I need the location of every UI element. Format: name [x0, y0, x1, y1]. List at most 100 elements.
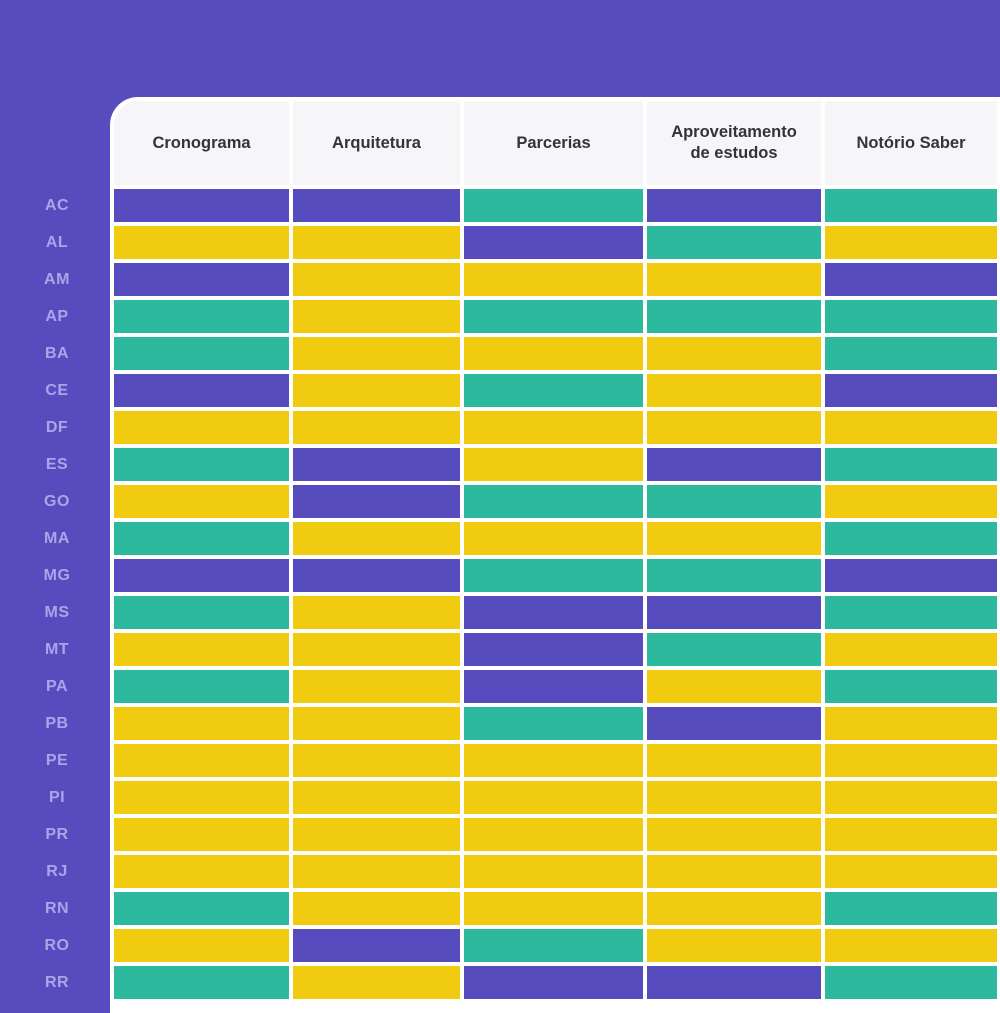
heatmap-cell-ro-3	[464, 929, 643, 962]
heatmap-cell-pr-2	[293, 818, 460, 851]
heatmap-cell-pa-4	[647, 670, 821, 703]
heatmap-cell-ac-1	[114, 189, 289, 222]
heatmap-cell-pa-3	[464, 670, 643, 703]
heatmap-cell-ms-3	[464, 596, 643, 629]
column-header-aproveitamento-de-estudos: Aproveitamento de estudos	[647, 101, 821, 185]
row-label-go: GO	[44, 493, 70, 510]
row-label-df: DF	[45, 419, 69, 436]
heatmap-cell-mt-3	[464, 633, 643, 666]
heatmap-cell-go-4	[647, 485, 821, 518]
heatmap-cell-df-3	[464, 411, 643, 444]
heatmap-cell-pi-5	[825, 781, 997, 814]
heatmap-cell-ba-2	[293, 337, 460, 370]
row-label-pb: PB	[45, 715, 69, 732]
heatmap-cell-ma-2	[293, 522, 460, 555]
heatmap-cell-ce-4	[647, 374, 821, 407]
heatmap-cell-am-4	[647, 263, 821, 296]
heatmap-cell-ba-1	[114, 337, 289, 370]
heatmap-cell-ba-5	[825, 337, 997, 370]
heatmap-cell-pa-5	[825, 670, 997, 703]
row-label-rr: RR	[44, 974, 70, 991]
heatmap-cell-mg-5	[825, 559, 997, 592]
heatmap-cell-am-3	[464, 263, 643, 296]
column-header-parcerias: Parcerias	[464, 101, 643, 185]
row-label-pr: PR	[45, 826, 69, 843]
heatmap-cell-pi-1	[114, 781, 289, 814]
heatmap-cell-rr-2	[293, 966, 460, 999]
heatmap-cell-al-5	[825, 226, 997, 259]
heatmap-cell-df-2	[293, 411, 460, 444]
heatmap-cell-ce-2	[293, 374, 460, 407]
row-label-rn: RN	[44, 900, 70, 917]
column-header-not-rio-saber: Notório Saber	[825, 101, 997, 185]
heatmap-cell-ac-2	[293, 189, 460, 222]
heatmap-cell-pb-2	[293, 707, 460, 740]
heatmap-cell-rn-2	[293, 892, 460, 925]
heatmap-cell-go-3	[464, 485, 643, 518]
heatmap-cell-es-4	[647, 448, 821, 481]
heatmap-cell-ma-1	[114, 522, 289, 555]
heatmap-cell-rj-4	[647, 855, 821, 888]
heatmap-cell-pr-4	[647, 818, 821, 851]
heatmap-cell-es-5	[825, 448, 997, 481]
heatmap-cell-mg-2	[293, 559, 460, 592]
heatmap-cell-pi-2	[293, 781, 460, 814]
heatmap-cell-rr-3	[464, 966, 643, 999]
heatmap-cell-rj-5	[825, 855, 997, 888]
heatmap-cell-go-5	[825, 485, 997, 518]
heatmap-cell-pb-5	[825, 707, 997, 740]
heatmap-cell-mg-4	[647, 559, 821, 592]
heatmap-cell-go-2	[293, 485, 460, 518]
heatmap-cell-ap-5	[825, 300, 997, 333]
heatmap-cell-ap-1	[114, 300, 289, 333]
heatmap-cell-pa-1	[114, 670, 289, 703]
heatmap-cell-pe-2	[293, 744, 460, 777]
heatmap-cell-ap-3	[464, 300, 643, 333]
heatmap-cell-al-2	[293, 226, 460, 259]
row-label-rj: RJ	[46, 863, 68, 880]
row-labels: AC AL AM AP BA CE DF ES GO MA MG MS MT PA PB PE PI PR RJ RN…	[0, 189, 114, 999]
column-header-arquitetura: Arquitetura	[293, 101, 460, 185]
heatmap-cell-mt-1	[114, 633, 289, 666]
heatmap-cell-al-4	[647, 226, 821, 259]
row-label-pa: PA	[45, 678, 69, 695]
heatmap-cell-ro-4	[647, 929, 821, 962]
row-label-ap: AP	[45, 308, 69, 325]
heatmap-cell-mt-5	[825, 633, 997, 666]
heatmap-cell-al-1	[114, 226, 289, 259]
row-label-al: AL	[45, 234, 69, 251]
heatmap-cell-ma-5	[825, 522, 997, 555]
row-label-mt: MT	[44, 641, 70, 658]
heatmap-cell-es-3	[464, 448, 643, 481]
heatmap-cell-es-2	[293, 448, 460, 481]
heatmap-cell-ap-2	[293, 300, 460, 333]
heatmap-cell-df-4	[647, 411, 821, 444]
row-label-ms: MS	[44, 604, 70, 621]
heatmap-cell-rn-4	[647, 892, 821, 925]
heatmap-cell-ma-3	[464, 522, 643, 555]
heatmap-cell-pe-4	[647, 744, 821, 777]
heatmap-cell-ce-3	[464, 374, 643, 407]
heatmap-cell-am-5	[825, 263, 997, 296]
heatmap-cell-pa-2	[293, 670, 460, 703]
row-label-ba: BA	[44, 345, 70, 362]
heatmap-cell-go-1	[114, 485, 289, 518]
heatmap-cell-ba-3	[464, 337, 643, 370]
table-card: Cronograma Arquitetura Parcerias Aproveitam…	[110, 97, 1000, 1013]
row-label-es: ES	[45, 456, 69, 473]
heatmap-cell-rj-2	[293, 855, 460, 888]
heatmap-cell-pr-5	[825, 818, 997, 851]
heatmap-cell-df-1	[114, 411, 289, 444]
heatmap-cell-ce-5	[825, 374, 997, 407]
heatmap-cell-rn-1	[114, 892, 289, 925]
heatmap-cell-mg-3	[464, 559, 643, 592]
heatmap-grid: Cronograma Arquitetura Parcerias Aproveitam…	[114, 101, 1000, 999]
heatmap-cell-pi-3	[464, 781, 643, 814]
heatmap-cell-rr-5	[825, 966, 997, 999]
row-label-mg: MG	[43, 567, 71, 584]
heatmap-cell-ma-4	[647, 522, 821, 555]
heatmap-cell-rr-1	[114, 966, 289, 999]
heatmap-cell-rr-4	[647, 966, 821, 999]
heatmap-cell-rj-3	[464, 855, 643, 888]
heatmap-cell-ro-1	[114, 929, 289, 962]
